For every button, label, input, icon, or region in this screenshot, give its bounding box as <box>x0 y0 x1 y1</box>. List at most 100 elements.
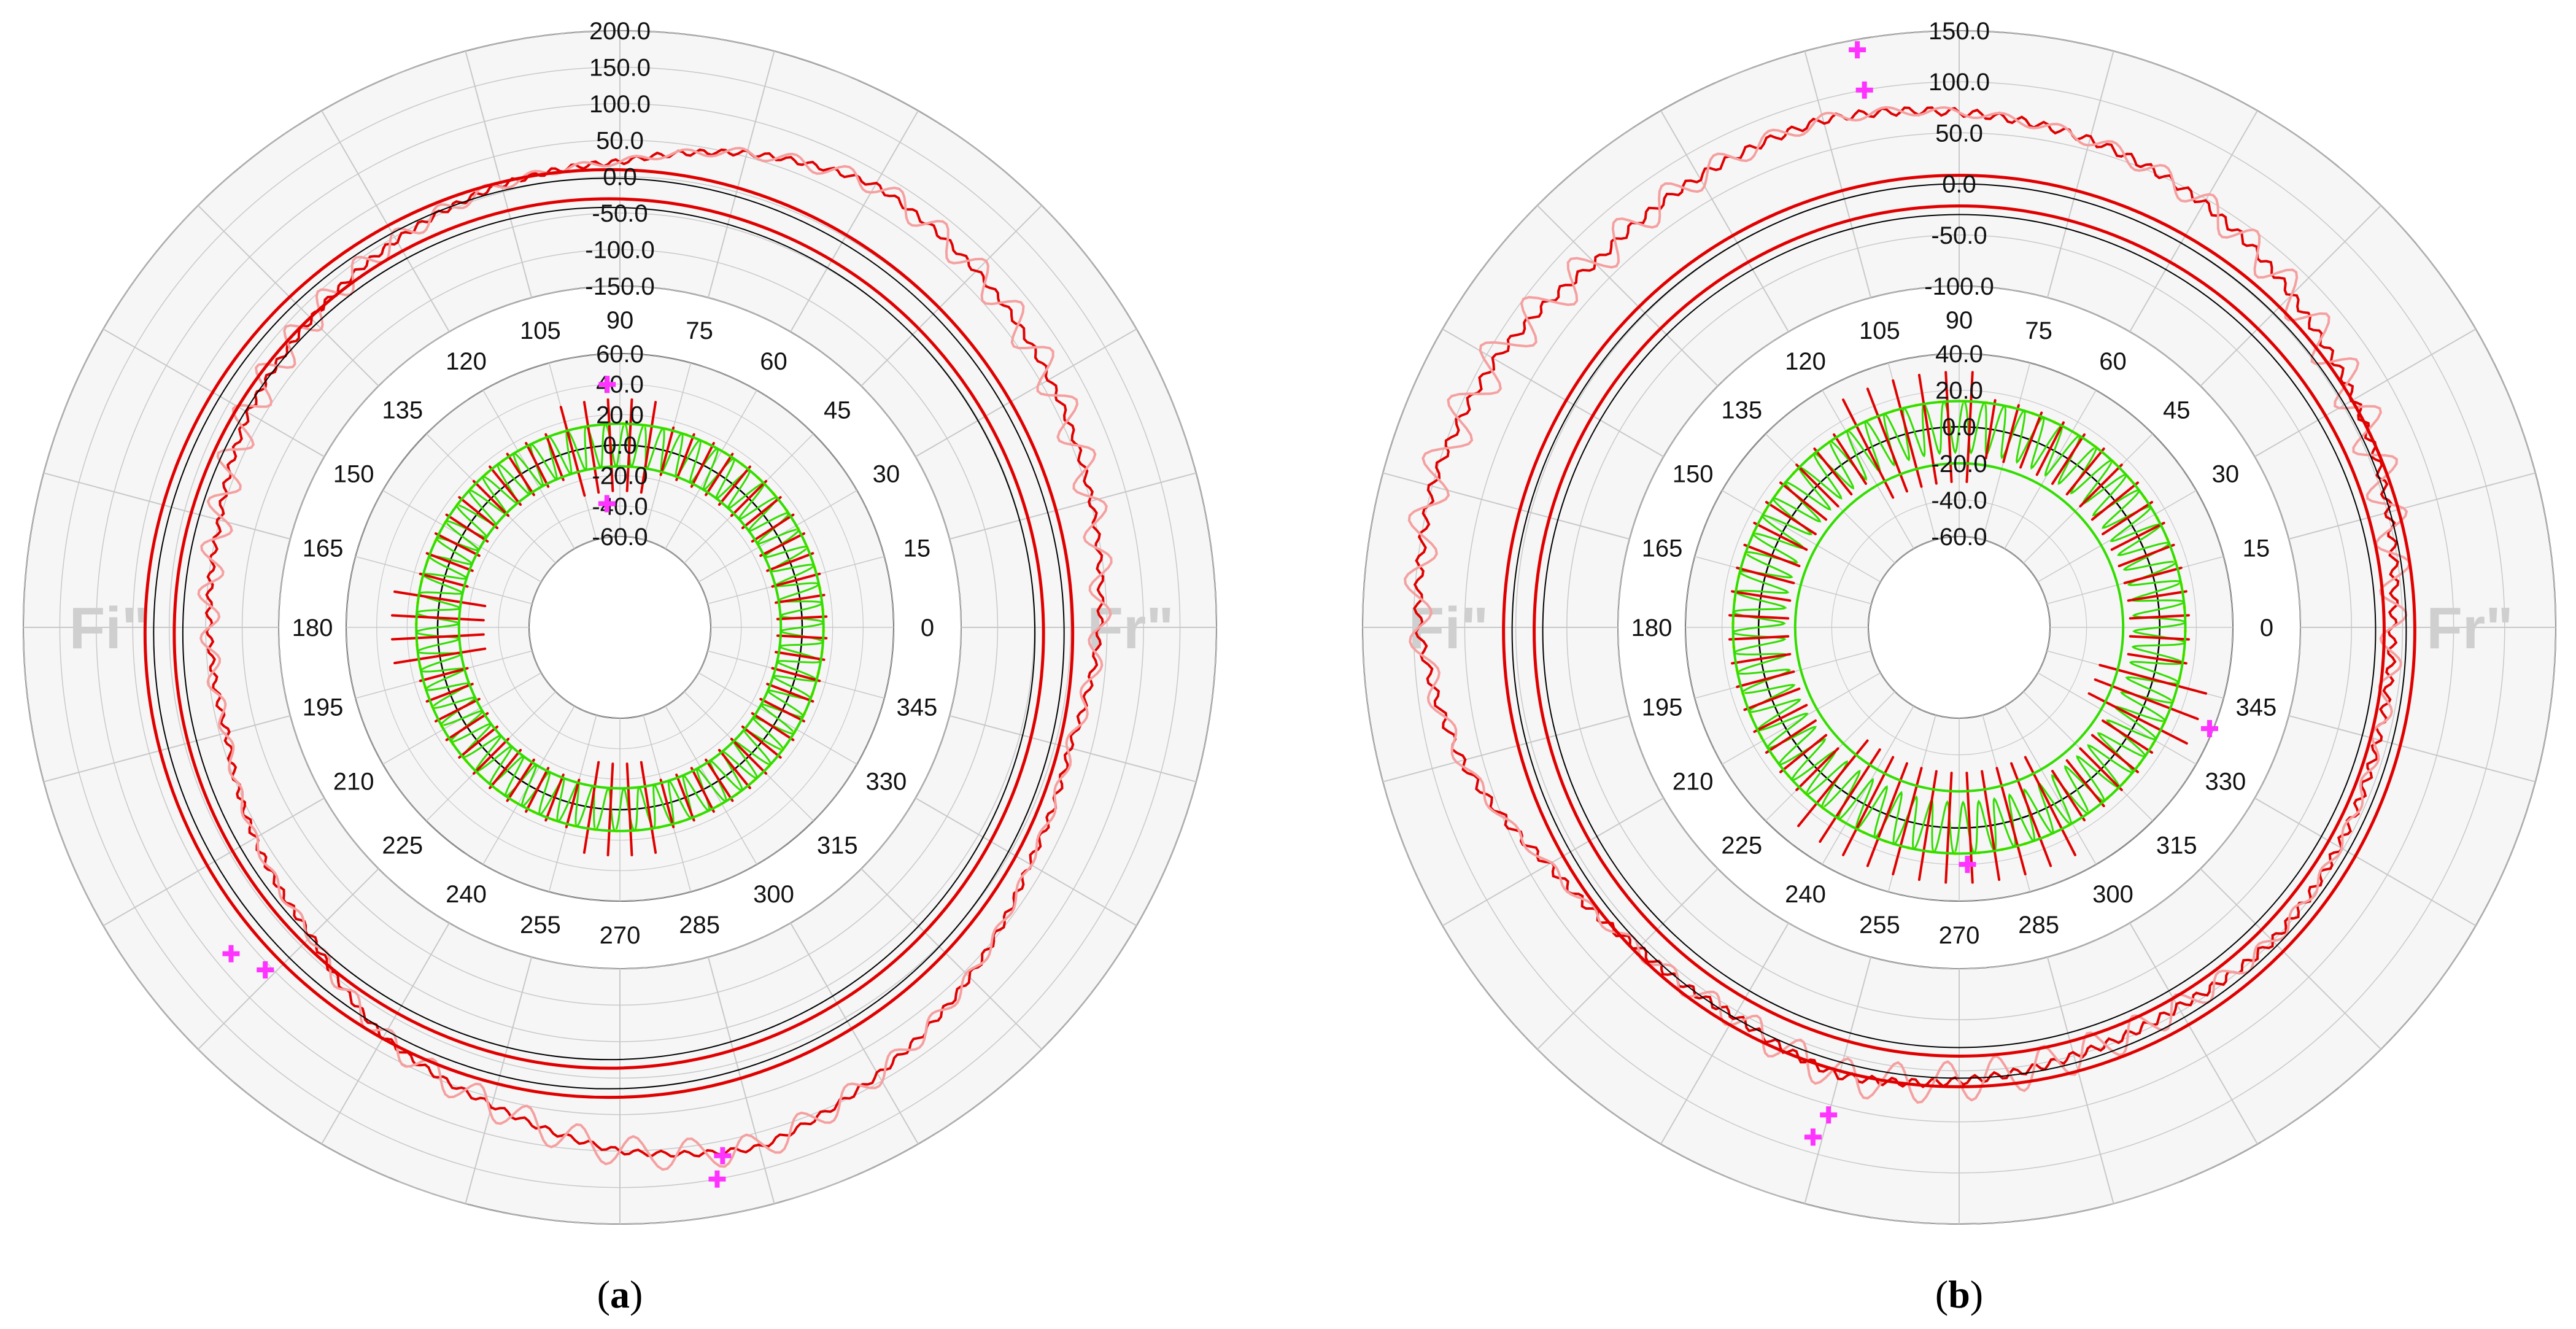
angle-label: 255 <box>520 912 561 939</box>
outer-mean-circle <box>1542 214 2377 1048</box>
outer-grid-spoke <box>465 50 533 298</box>
inner-spike <box>472 737 510 775</box>
inner-spike <box>606 398 614 492</box>
angle-label: 105 <box>1859 317 1900 344</box>
angle-label: 195 <box>303 694 344 721</box>
angle-label: 60 <box>760 348 787 375</box>
inner-spike <box>675 433 695 481</box>
inner-spike <box>2123 567 2183 584</box>
outer-grid-spoke <box>2254 328 2477 457</box>
angle-label: 90 <box>1946 307 1973 334</box>
inner-spike <box>2065 447 2105 496</box>
angle-label: 300 <box>753 881 794 908</box>
inner-spike <box>525 441 550 488</box>
inner-grid-circle <box>1868 536 2051 719</box>
inner-spike <box>717 748 751 789</box>
extremum-marker <box>222 945 240 963</box>
outer-grid-spoke <box>2129 110 2258 332</box>
outer-tolerance-circle <box>172 197 1045 1070</box>
side-label-left: Fi" <box>1409 595 1489 661</box>
angle-label: 315 <box>817 832 858 859</box>
inner-spike <box>1728 635 1790 641</box>
outer-grid-spoke <box>2254 797 2477 926</box>
angle-label: 165 <box>303 535 344 562</box>
inner-spike <box>445 513 489 543</box>
outer-radial-label: -50.0 <box>592 200 648 227</box>
inner-spike <box>393 590 487 608</box>
inner-spike <box>675 773 695 822</box>
inner-grid-circle <box>1831 499 2087 756</box>
angle-label: 270 <box>600 922 641 949</box>
inner-spike <box>775 594 826 604</box>
inner-spike <box>393 647 487 665</box>
inner-spike <box>1731 590 1792 602</box>
inner-spike <box>434 697 481 723</box>
inner-spike <box>771 667 821 683</box>
outer-radial-label: 100.0 <box>1928 69 1990 96</box>
inner-spike <box>705 758 734 802</box>
angle-label: 195 <box>1642 694 1683 721</box>
inner-spike <box>544 433 565 481</box>
outer-grid-circle <box>23 30 1217 1225</box>
angle-label: 135 <box>1721 397 1762 424</box>
outer-filtered-trace <box>197 147 1113 1171</box>
angle-label: 255 <box>1859 912 1900 939</box>
side-label-right: Fr" <box>2426 595 2513 661</box>
outer-grid-spoke <box>707 50 775 298</box>
angle-label: 0 <box>2260 614 2273 641</box>
inner-radial-label: -60.0 <box>592 524 648 551</box>
angle-label: 270 <box>1939 922 1980 949</box>
angle-label: 45 <box>824 397 851 424</box>
inner-grid-circle <box>1685 353 2234 902</box>
inner-spike <box>582 401 600 494</box>
inner-spike <box>425 552 474 572</box>
inner-spike <box>2079 463 2123 508</box>
inner-spike <box>717 465 751 506</box>
outer-mean-circle <box>1511 183 2407 1079</box>
caption-b: (b) <box>1935 1273 1983 1316</box>
outer-grid-spoke <box>197 868 379 1050</box>
inner-spike <box>458 496 499 530</box>
outer-grid-circle <box>132 139 1108 1115</box>
inner-spike <box>2091 481 2140 521</box>
outer-radial-label: -100.0 <box>585 237 654 264</box>
inner-spike <box>2102 719 2154 754</box>
extremum-marker <box>714 1147 732 1164</box>
inner-spike <box>690 441 715 488</box>
inner-spike <box>1795 747 1839 791</box>
inner-spike <box>1743 543 1801 567</box>
angle-label: 30 <box>873 461 900 488</box>
angle-label: 90 <box>606 307 634 334</box>
inner-spike <box>659 778 675 829</box>
outer-tolerance-circle <box>1533 204 2386 1058</box>
inner-spike <box>1728 614 1790 620</box>
inner-spike <box>1731 653 1792 665</box>
inner-spike <box>419 667 469 683</box>
inner-spike <box>2065 759 2105 808</box>
inner-spike <box>759 697 806 723</box>
inner-spike <box>771 572 821 588</box>
outer-grid-spoke <box>2288 472 2536 540</box>
inner-spike <box>1753 703 1808 734</box>
inner-grid-circle <box>498 505 742 750</box>
inner-spike <box>741 496 782 530</box>
outer-grid-spoke <box>707 956 775 1204</box>
outer-grid-spoke <box>43 715 291 783</box>
inner-spike <box>506 452 535 497</box>
inner-spike <box>1736 567 1795 584</box>
inner-tolerance-circle <box>1731 400 2187 855</box>
angle-label: 120 <box>1785 348 1826 375</box>
outer-grid-spoke <box>1660 110 1789 332</box>
inner-pitch-trace <box>1731 400 2187 855</box>
angle-label: 105 <box>520 317 561 344</box>
outer-radial-label: 150.0 <box>1928 18 1990 45</box>
outer-grid-circle <box>1566 234 2352 1020</box>
inner-spike <box>582 761 600 854</box>
inner-spike <box>741 725 782 759</box>
inner-spike <box>2035 421 2065 476</box>
angle-label: 30 <box>2212 461 2240 488</box>
outer-radial-label: 50.0 <box>1935 120 1983 147</box>
outer-grid-spoke <box>321 110 450 332</box>
extremum-marker <box>598 376 616 393</box>
